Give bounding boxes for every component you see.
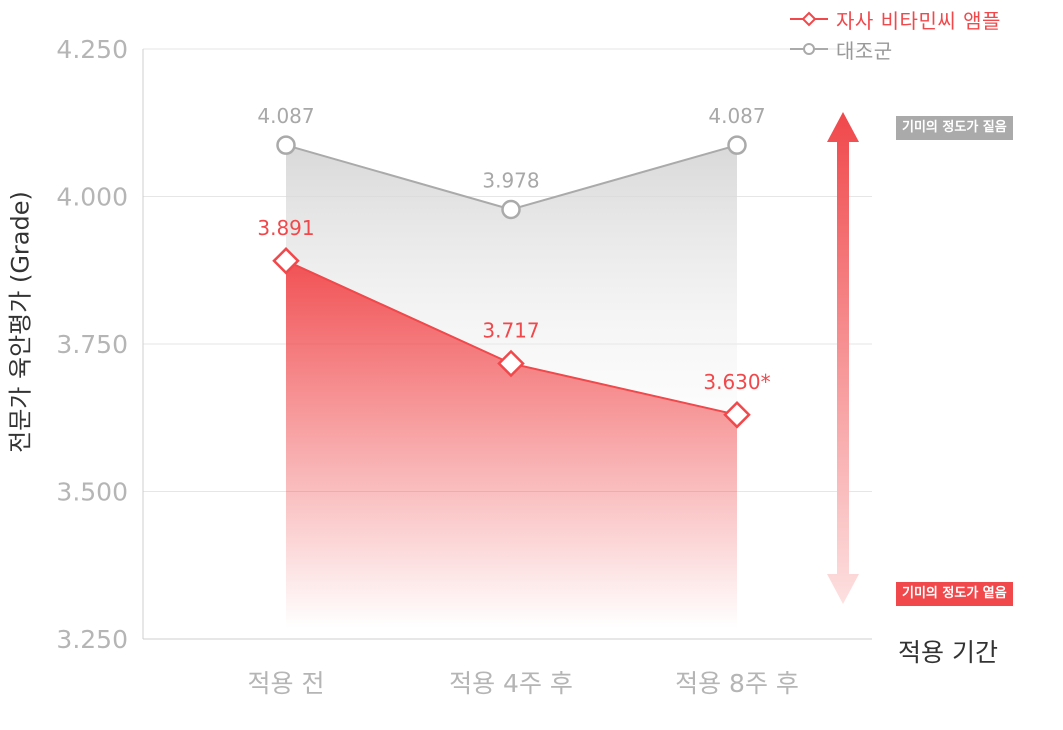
tag-light-spots: 기미의 정도가 옅음: [896, 582, 1013, 606]
series-markers: [272, 135, 751, 429]
ampoule-data-label: 3.717: [482, 318, 539, 342]
grid-lines: [142, 48, 872, 640]
legend: 자사 비타민씨 앰플 대조군: [790, 4, 1001, 64]
tag-dark-spots: 기미의 정도가 짙음: [896, 116, 1013, 140]
legend-item-ampoule: 자사 비타민씨 앰플: [790, 4, 1001, 34]
circle-marker-icon: [790, 43, 828, 55]
series-areas: [286, 145, 737, 628]
ampoule-data-label: 3.891: [257, 216, 314, 240]
severity-arrow: [827, 112, 859, 604]
y-tick-label: 3.500: [56, 478, 128, 507]
x-tick-label: 적용 8주 후: [675, 669, 799, 698]
x-tick-label: 적용 4주 후: [449, 669, 573, 698]
y-axis-label: 전문가 육안평가 (Grade): [6, 191, 35, 453]
ampoule-point: [497, 349, 525, 378]
y-axis-ticks: 3.250 3.500 3.750 4.000 4.250: [56, 35, 128, 654]
control-point: [727, 135, 747, 155]
legend-label-ampoule: 자사 비타민씨 앰플: [836, 8, 1001, 33]
control-point: [276, 135, 296, 155]
control-data-label: 4.087: [257, 104, 314, 128]
data-labels: 4.087 3.978 4.087 3.891 3.717 3.630*: [257, 104, 770, 394]
y-tick-label: 4.250: [56, 35, 128, 64]
ampoule-area: [286, 260, 737, 628]
control-area: [286, 145, 737, 415]
ampoule-point: [723, 401, 751, 429]
y-tick-label: 3.750: [56, 330, 128, 359]
control-point: [501, 199, 521, 220]
diamond-marker-icon: [790, 11, 828, 27]
x-tick-label: 적용 전: [248, 669, 325, 698]
y-tick-label: 3.250: [56, 625, 128, 654]
x-axis-label: 적용 기간: [898, 638, 998, 667]
control-data-label: 3.978: [482, 168, 539, 192]
control-data-label: 4.087: [708, 104, 765, 128]
legend-item-control: 대조군: [790, 34, 1001, 64]
legend-label-control: 대조군: [836, 38, 893, 63]
ampoule-point: [272, 247, 300, 275]
ampoule-data-label: 3.630*: [703, 370, 770, 394]
x-axis-ticks: 적용 전 적용 4주 후 적용 8주 후: [248, 669, 799, 698]
y-tick-label: 4.000: [56, 183, 128, 212]
